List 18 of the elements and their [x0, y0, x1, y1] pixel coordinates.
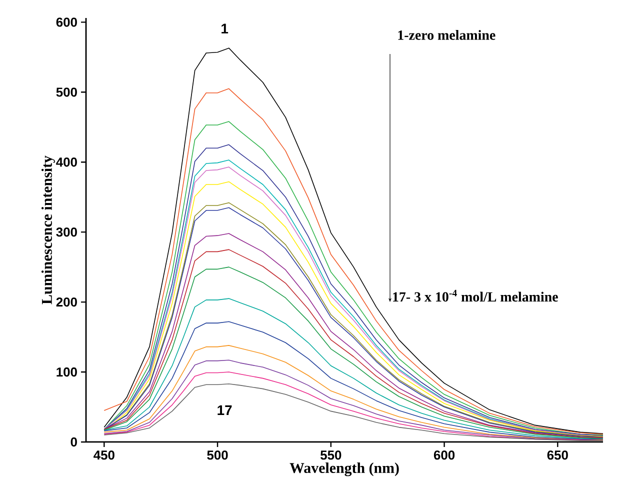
x-tick-label: 650 — [547, 450, 568, 460]
y-tick-label: 600 — [56, 18, 77, 27]
y-tick-label: 0 — [70, 437, 77, 447]
y-tick-label: 100 — [56, 367, 77, 377]
y-axis-title: Luminescence intensity — [41, 156, 56, 304]
annotation: 1 — [222, 24, 228, 34]
x-tick-label: 500 — [207, 450, 228, 460]
x-tick-label: 450 — [94, 450, 114, 460]
x-tick-label: 550 — [320, 450, 342, 460]
y-tick-label: 200 — [56, 297, 77, 307]
annotation: 1-zero melamine — [398, 30, 496, 40]
annotation: 17- 3 x 10$^{-4}$ mol/L melamine — [393, 290, 558, 302]
x-tick-label: 600 — [434, 450, 455, 460]
annotation: 17 — [218, 405, 232, 415]
y-tick-label: 400 — [56, 158, 77, 167]
y-tick-label: 500 — [56, 88, 77, 97]
x-axis-title: Wavelength (nm) — [290, 462, 399, 476]
y-tick-label: 300 — [56, 227, 77, 237]
